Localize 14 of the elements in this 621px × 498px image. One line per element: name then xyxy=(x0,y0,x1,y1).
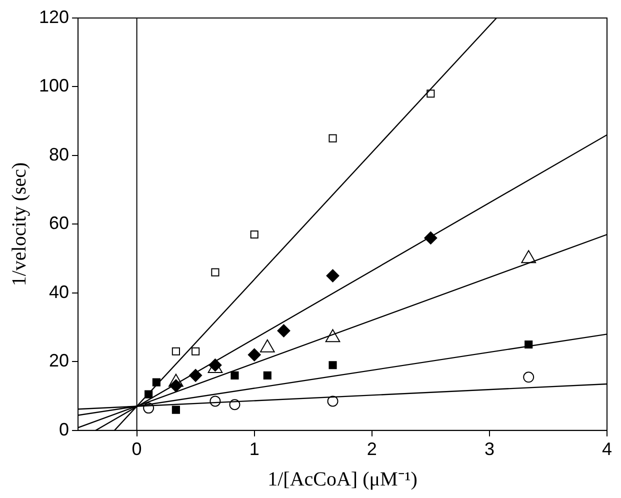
x-tick-label: 4 xyxy=(602,439,612,460)
y-tick-label: 40 xyxy=(49,282,70,302)
y-tick-label: 80 xyxy=(49,144,70,164)
x-axis-title: 1/[AcCoA] (μM⁻¹) xyxy=(268,468,418,490)
y-tick-label: 0 xyxy=(59,419,70,440)
y-tick-label: 100 xyxy=(38,76,70,96)
y-axis-title: 1/velocity (sec) xyxy=(8,162,30,286)
y-tick-label: 120 xyxy=(38,6,70,27)
x-tick-label: 2 xyxy=(366,439,377,460)
x-tick-label: 1 xyxy=(249,439,260,460)
y-tick-label: 20 xyxy=(49,350,70,371)
x-tick-label: 0 xyxy=(132,439,142,460)
x-tick-label: 3 xyxy=(484,439,494,460)
y-tick-label: 60 xyxy=(49,213,70,234)
